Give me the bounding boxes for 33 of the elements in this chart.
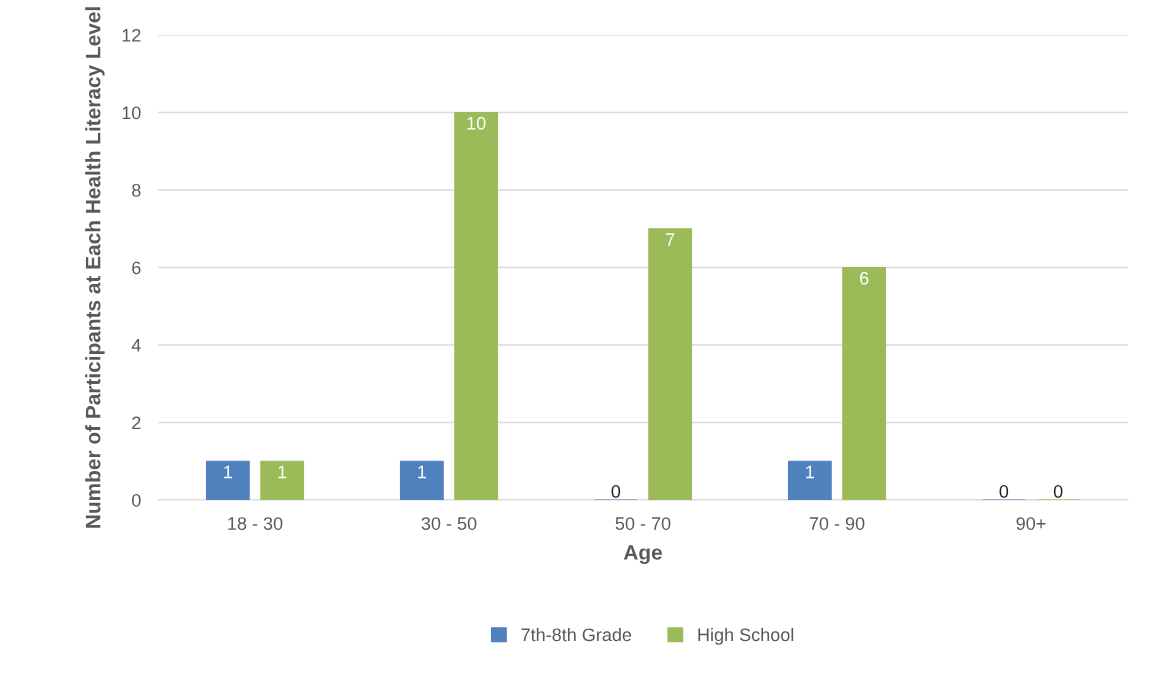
y-tick-label: 2 [132,416,141,430]
data-label: 0 [1053,485,1063,498]
bar [260,460,305,500]
y-tick-label: 10 [122,106,141,120]
data-label: 1 [806,465,814,479]
data-label: 7 [666,233,675,246]
y-tick-label: 12 [122,28,141,42]
data-label: 0 [611,485,621,498]
bar [842,266,887,500]
bar [787,460,832,500]
legend-label: 7th-8th Grade [521,627,632,642]
x-tick-label: 50 - 70 [615,517,671,530]
y-tick-label: 4 [131,339,141,352]
x-tick-label: 18 - 30 [228,517,283,530]
bar [454,111,499,500]
bar [399,460,444,500]
x-tick-label: 30 - 50 [421,517,477,530]
x-axis-title: Age [623,545,662,565]
data-label: 10 [467,116,486,130]
y-tick-label: 0 [132,493,141,507]
data-label: 1 [224,465,232,479]
data-label: 0 [999,485,1009,498]
x-tick-label: 90+ [1016,517,1046,530]
y-tick-label: 6 [132,261,141,275]
bar [648,228,693,500]
bar [205,460,250,500]
y-axis-title: Number of Participants at Each Health Literacy Level [85,7,105,528]
x-tick-label: 70 - 90 [809,517,865,530]
data-label: 1 [418,465,426,479]
y-tick-label: 8 [132,183,141,197]
data-label: 1 [278,465,287,479]
legend-label: High School [698,627,794,645]
data-label: 6 [860,271,869,285]
